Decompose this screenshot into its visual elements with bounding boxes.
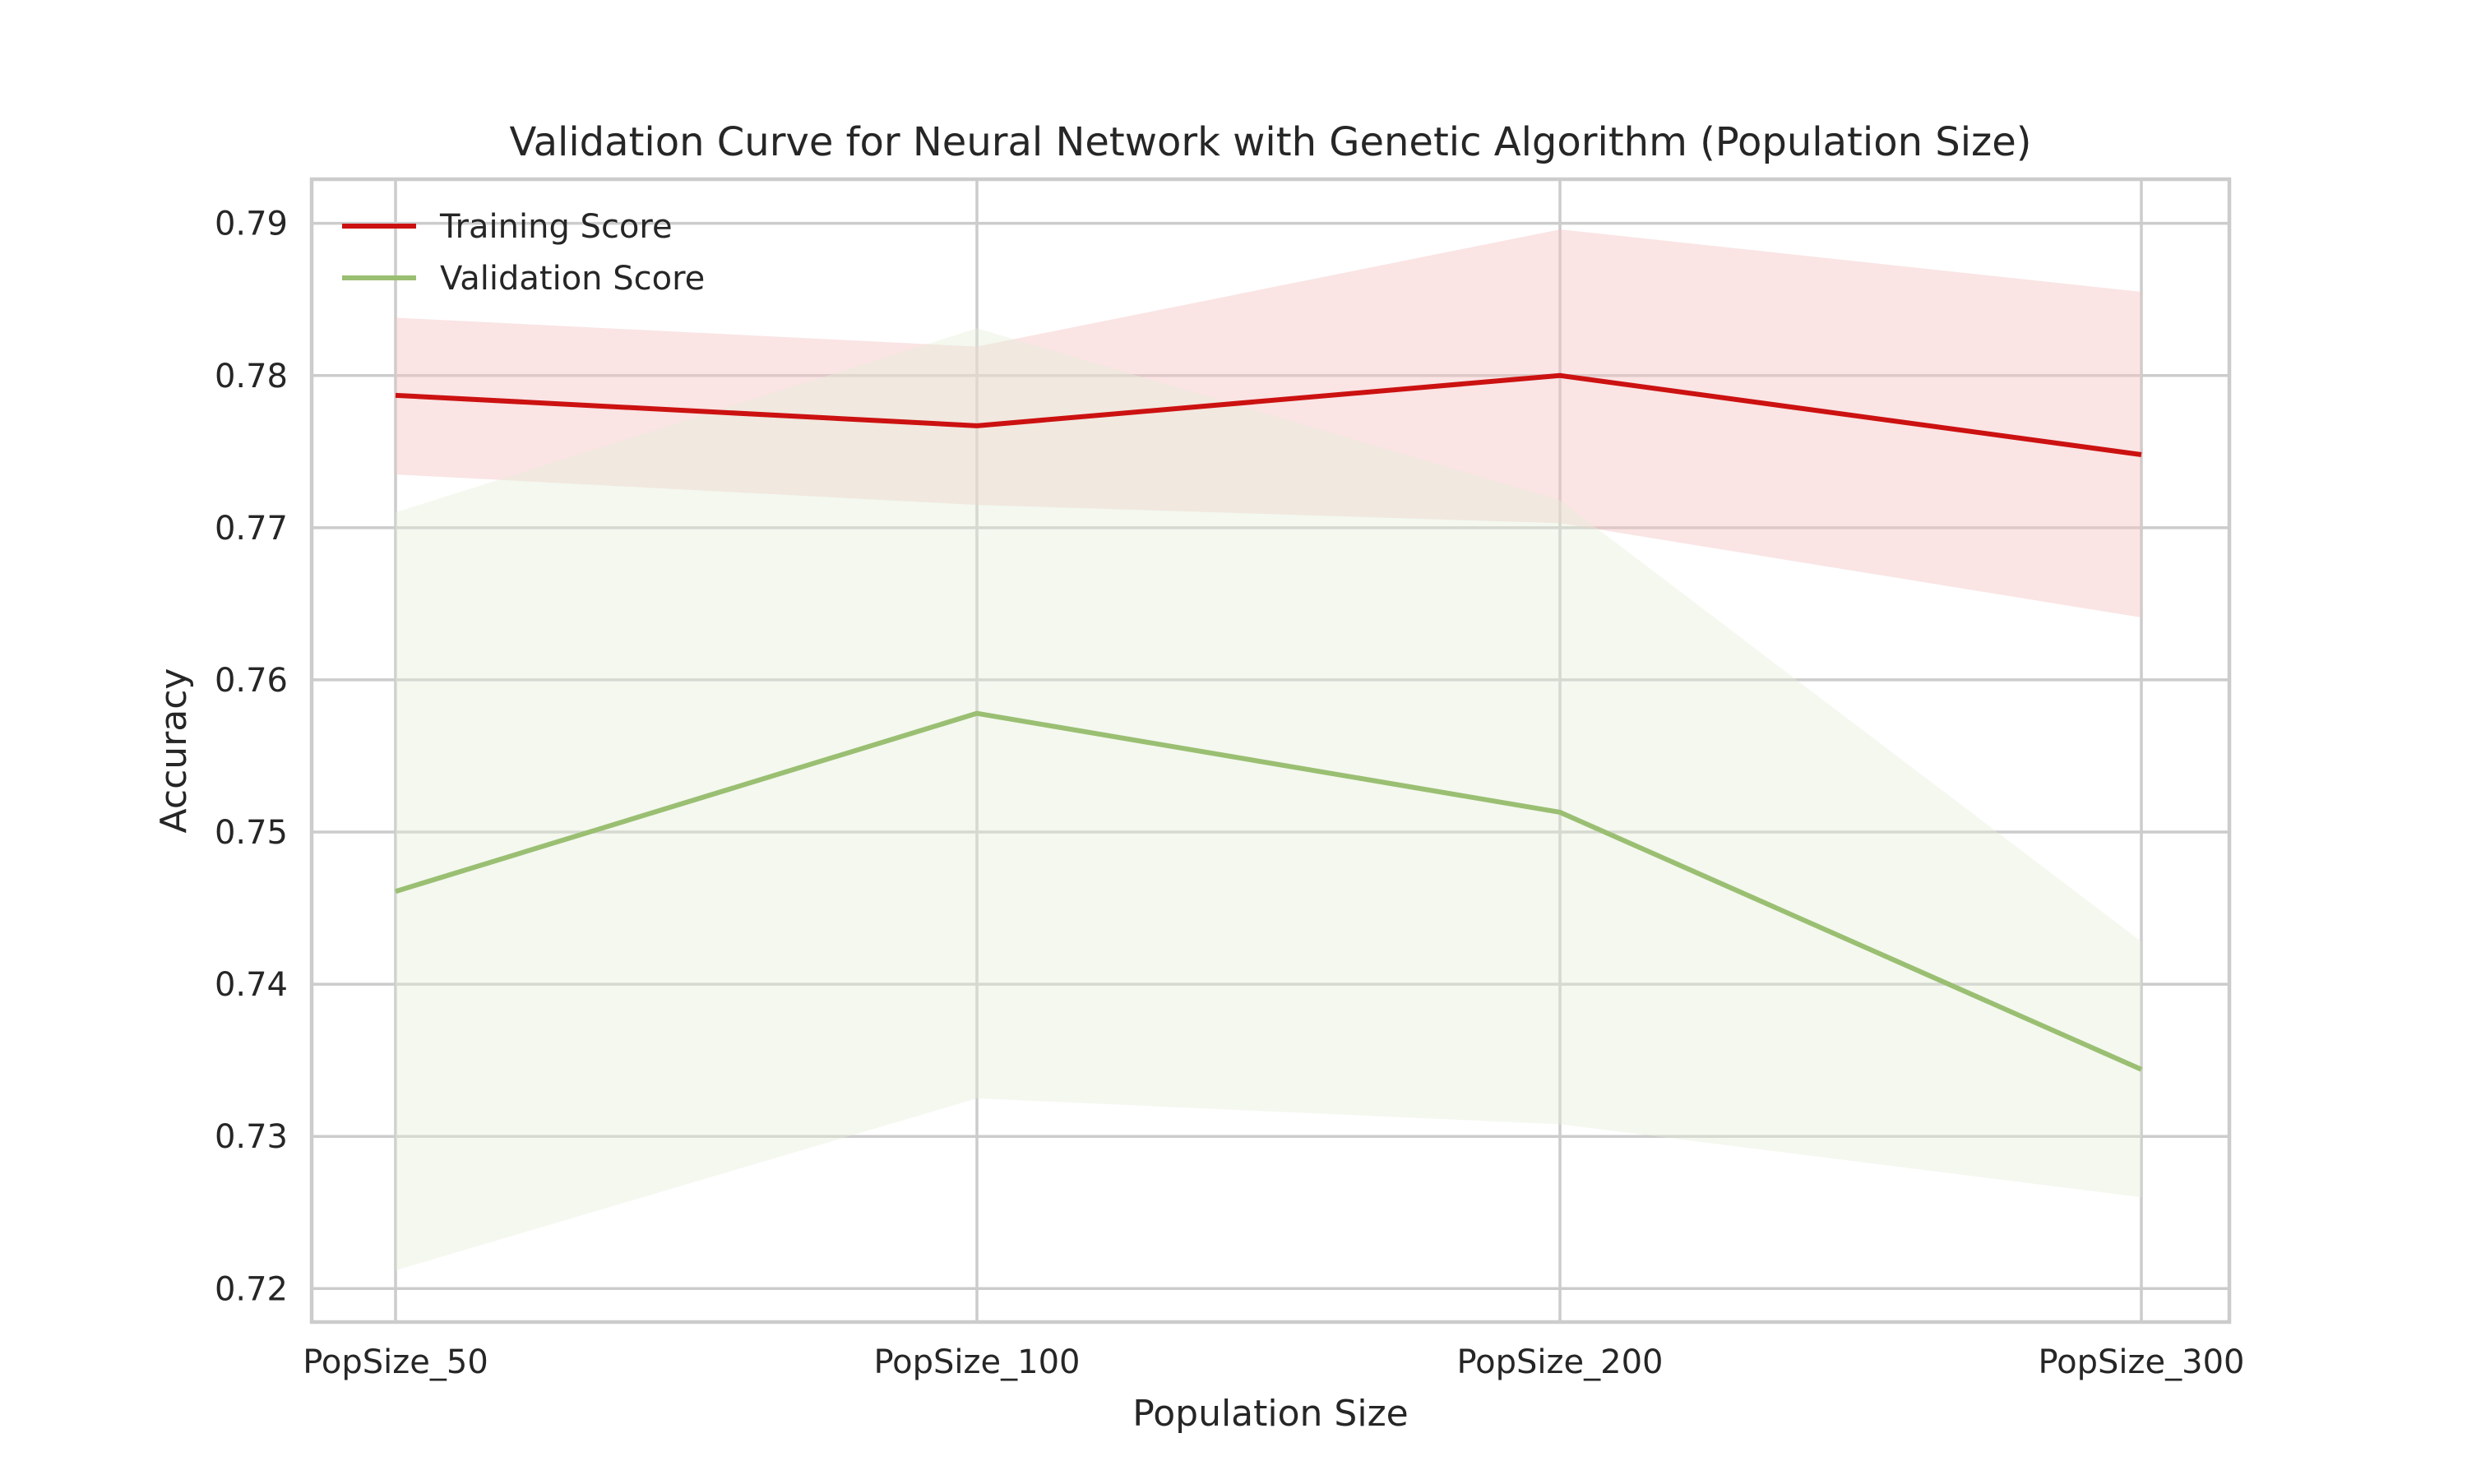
y-tick-label: 0.76 <box>215 662 288 700</box>
y-tick-label: 0.74 <box>215 966 288 1004</box>
series-lines <box>395 372 2143 1072</box>
line-validation-score <box>395 710 2143 1072</box>
data-point <box>2141 1069 2142 1070</box>
y-tick-labels: 0.72 0.73 0.74 0.75 0.76 0.77 0.78 0.79 <box>215 206 288 1309</box>
y-tick-label: 0.78 <box>215 358 288 395</box>
band-training-score <box>396 229 2141 618</box>
line-training-score <box>395 372 2142 457</box>
x-tick-label: PopSize_50 <box>303 1343 488 1381</box>
plot-frame <box>309 177 2232 1325</box>
x-tick-label: PopSize_200 <box>1456 1343 1663 1381</box>
legend-label: Validation Score <box>440 260 705 298</box>
chart-title: Validation Curve for Neural Network with… <box>509 119 2031 165</box>
y-tick-label: 0.79 <box>215 206 288 243</box>
data-point <box>1560 375 1561 376</box>
y-tick-label: 0.72 <box>215 1270 288 1308</box>
legend-label: Training Score <box>439 208 673 246</box>
confidence-bands <box>396 229 2141 1271</box>
x-axis-label: Population Size <box>1132 1393 1408 1435</box>
y-tick-label: 0.73 <box>215 1118 288 1156</box>
y-tick-label: 0.77 <box>215 510 288 548</box>
grid-layer <box>312 179 2229 1322</box>
legend: Training Score Validation Score <box>342 208 705 298</box>
y-tick-label: 0.75 <box>215 814 288 852</box>
x-tick-labels: PopSize_50 PopSize_100 PopSize_200 PopSize_… <box>303 1343 2244 1381</box>
data-point <box>977 425 978 426</box>
y-axis-label: Accuracy <box>153 668 195 834</box>
x-tick-label: PopSize_100 <box>873 1343 1080 1381</box>
x-tick-label: PopSize_300 <box>2038 1343 2244 1381</box>
data-point <box>977 713 978 714</box>
data-point <box>1560 811 1561 812</box>
band-validation-score <box>396 328 2141 1271</box>
